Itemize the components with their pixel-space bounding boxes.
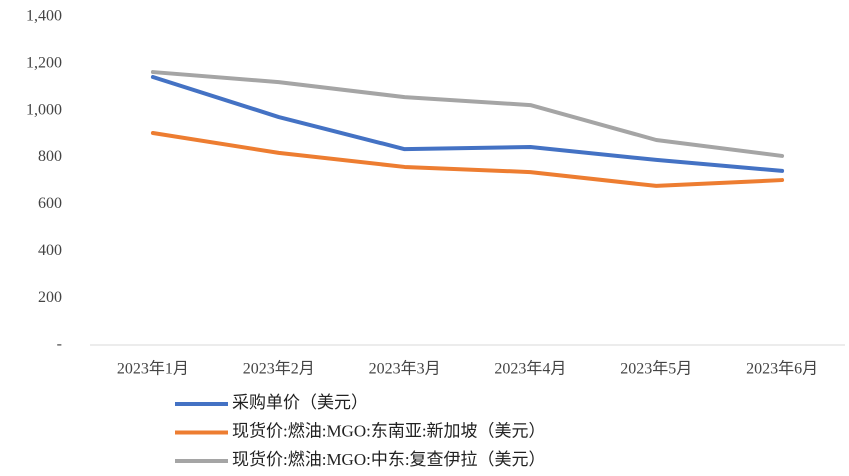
legend-label: 现货价:燃油:MGO:中东:复查伊拉（美元）: [232, 450, 546, 469]
x-tick-label: 2023年4月: [494, 360, 566, 378]
series-line: [150, 70, 785, 158]
legend-label: 采购单价（美元）: [232, 393, 368, 412]
y-tick-label: -: [57, 336, 62, 353]
x-tick-label: 2023年6月: [746, 360, 818, 378]
y-tick-label: 400: [38, 242, 62, 259]
y-tick-label: 800: [38, 148, 62, 165]
y-tick-label: 600: [38, 195, 62, 212]
y-tick-label: 1,000: [26, 101, 62, 118]
x-tick-label: 2023年3月: [369, 360, 441, 378]
series-line: [150, 74, 785, 173]
y-tick-label: 1,200: [26, 55, 62, 72]
x-tick-label: 2023年5月: [620, 360, 692, 378]
legend-label: 现货价:燃油:MGO:东南亚:新加坡（美元）: [232, 421, 546, 440]
x-tick-label: 2023年1月: [117, 360, 189, 378]
y-tick-label: 200: [38, 289, 62, 306]
series-line: [150, 130, 785, 188]
y-tick-label: 1,400: [26, 8, 62, 25]
x-tick-label: 2023年2月: [243, 360, 315, 378]
